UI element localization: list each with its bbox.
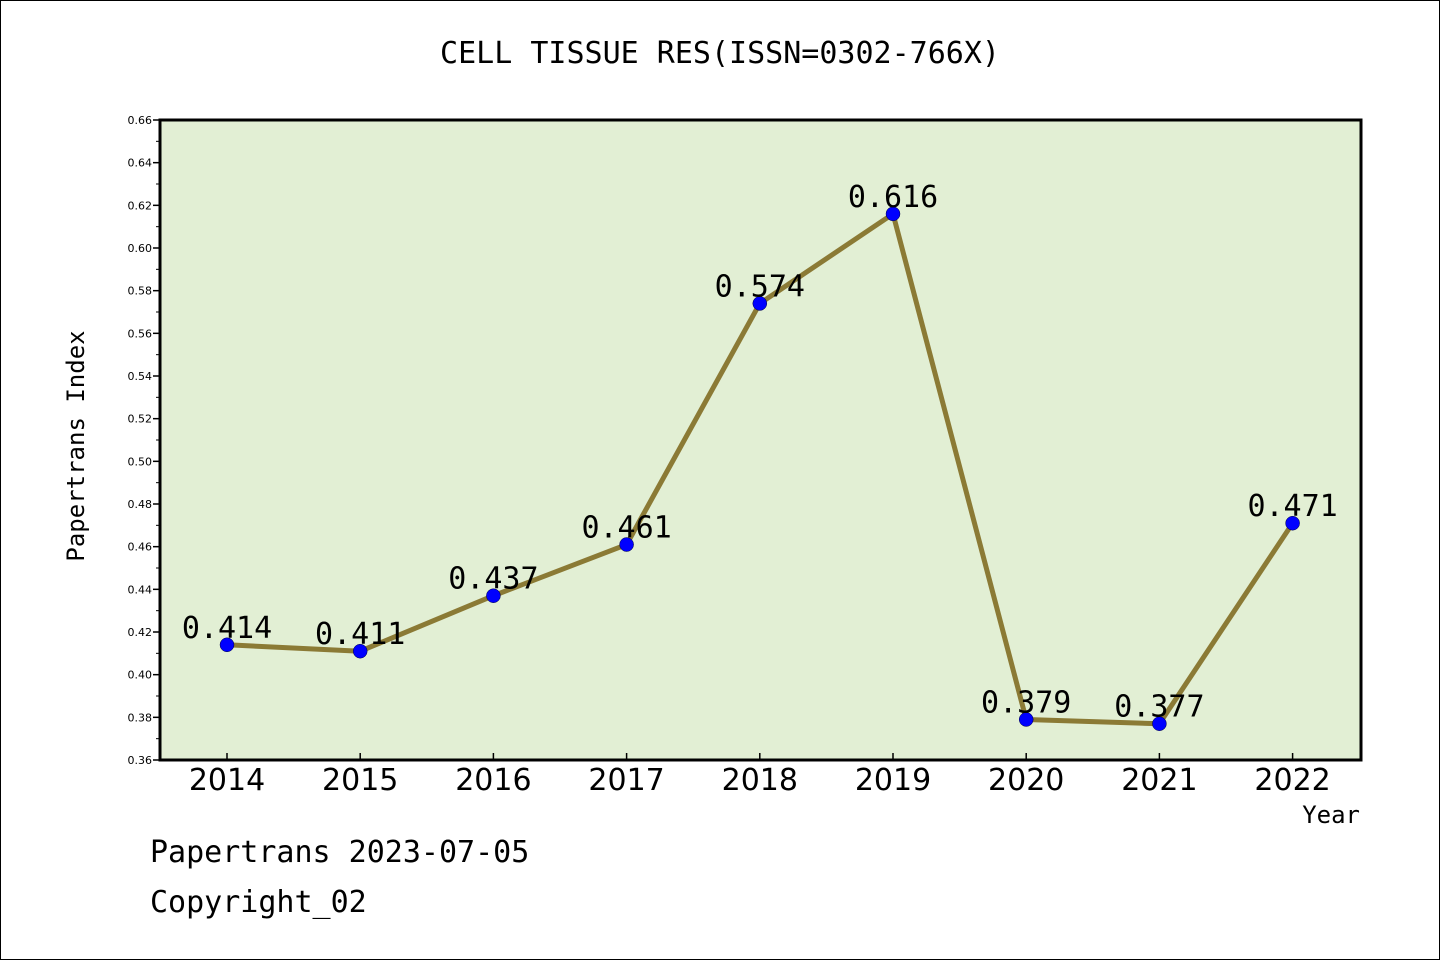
y-tick-label: 0.42 (128, 626, 153, 639)
plot-area (158, 118, 1363, 762)
x-tick-label: 2017 (588, 763, 664, 798)
x-tick-label: 2022 (1254, 763, 1330, 798)
data-point (1018, 712, 1034, 727)
x-tick-label: 2015 (322, 763, 398, 798)
chart-title: CELL TISSUE RES(ISSN=0302-766X) (440, 36, 1000, 71)
y-tick-label: 0.60 (128, 242, 153, 255)
data-markers (219, 206, 1300, 731)
data-label: 0.377 (1114, 690, 1204, 725)
data-point (752, 296, 768, 311)
y-tick-label: 0.36 (128, 754, 153, 767)
data-point (619, 537, 634, 552)
x-tick-label: 2021 (1121, 763, 1197, 798)
data-label: 0.414 (182, 611, 272, 646)
y-tick-label: 0.52 (128, 413, 153, 426)
data-label: 0.461 (581, 511, 671, 546)
y-tick-label: 0.66 (128, 114, 153, 127)
data-point (1285, 515, 1300, 531)
y-axis-label: Papertrans Index (62, 330, 90, 562)
y-tick-label: 0.48 (128, 498, 153, 511)
x-tick-label: 2019 (855, 763, 931, 798)
x-tick-label: 2014 (189, 763, 265, 798)
data-label: 0.411 (315, 617, 405, 652)
footer-date: Papertrans 2023-07-05 (150, 835, 530, 870)
y-tick-label: 0.44 (128, 583, 153, 596)
x-tick-label: 2020 (988, 763, 1064, 798)
data-label: 0.616 (848, 180, 938, 215)
data-labels: 0.414 0.411 0.437 0.461 0.574 0.616 0.379 0.377… (182, 180, 1338, 725)
data-point (885, 206, 901, 222)
y-tick-label: 0.38 (128, 711, 153, 724)
data-point (219, 637, 235, 653)
x-tick-label: 2016 (455, 763, 531, 798)
data-point (486, 588, 501, 603)
y-tick-label: 0.46 (128, 541, 153, 554)
data-label: 0.574 (715, 269, 805, 304)
y-tick-label: 0.40 (128, 669, 153, 682)
y-tick-label: 0.58 (128, 285, 153, 298)
data-label: 0.471 (1247, 489, 1337, 524)
data-point (1152, 716, 1167, 731)
x-axis-label: Year (1302, 801, 1360, 829)
data-label: 0.437 (448, 562, 538, 597)
y-tick-label: 0.50 (128, 455, 153, 468)
y-axis: 0.36 0.38 0.40 0.42 0.44 0.46 0.48 0.50 0.52 0.54… (128, 114, 160, 767)
y-tick-label: 0.64 (128, 157, 153, 170)
x-axis: 2014 2015 2016 2017 2018 2019 2020 2021 2022 (189, 753, 1331, 798)
y-tick-label: 0.56 (128, 327, 153, 340)
y-tick-label: 0.62 (128, 199, 153, 212)
data-point (352, 643, 368, 659)
footer-copyright: Copyright_02 (150, 885, 367, 920)
y-tick-label: 0.54 (128, 370, 153, 383)
x-tick-label: 2018 (722, 763, 798, 798)
data-label: 0.379 (981, 685, 1071, 720)
